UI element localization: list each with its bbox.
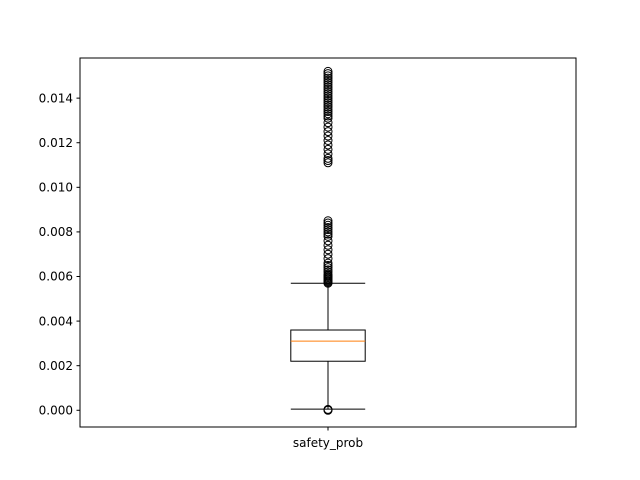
outlier-point — [323, 86, 333, 96]
outlier-point — [323, 229, 333, 239]
outlier-point — [323, 131, 333, 141]
outlier-point — [323, 69, 333, 79]
outlier-point — [323, 78, 333, 88]
outlier-point — [323, 263, 333, 273]
outlier-point — [323, 149, 333, 159]
outlier-point — [323, 73, 333, 83]
outlier-point — [323, 245, 333, 255]
axes-frame — [79, 57, 577, 428]
y-tick-label: 0.010 — [39, 181, 73, 195]
outlier-point — [323, 107, 333, 117]
outlier-point — [323, 109, 333, 119]
outlier-point — [323, 95, 333, 105]
outlier-point — [323, 260, 333, 270]
outlier-point — [323, 66, 333, 76]
outlier-point — [323, 113, 333, 123]
y-tick-label: 0.002 — [39, 359, 73, 373]
box-group — [290, 66, 366, 415]
outlier-point — [323, 102, 333, 112]
y-tick-label: 0.012 — [39, 136, 73, 150]
outlier-point — [323, 111, 333, 121]
outlier-point — [323, 225, 333, 235]
y-tick-label: 0.004 — [39, 314, 73, 328]
x-tick-label: safety_prob — [293, 436, 363, 450]
y-tick-label: 0.014 — [39, 91, 73, 105]
outlier-point — [323, 254, 333, 264]
outlier-point — [323, 80, 333, 90]
outlier-point — [323, 158, 333, 168]
plot-layer — [290, 66, 366, 415]
outlier-point — [323, 156, 333, 166]
outlier-point — [323, 236, 333, 246]
outlier-point — [323, 240, 333, 250]
outlier-point — [323, 75, 333, 85]
outlier-point — [323, 118, 333, 128]
outlier-point — [323, 231, 333, 241]
outlier-point — [323, 218, 333, 228]
outlier-point — [323, 258, 333, 268]
outlier-point — [323, 220, 333, 230]
outlier-point — [323, 404, 333, 414]
y-axis: 0.000 0.002 0.004 0.006 0.008 0.010 0.012 0.014 — [39, 91, 80, 417]
outlier-point — [323, 98, 333, 108]
outlier-point — [323, 89, 333, 99]
x-axis: safety_prob — [293, 427, 363, 450]
outlier-point — [323, 216, 333, 226]
outlier-point — [323, 144, 333, 154]
outlier-point — [323, 91, 333, 101]
outlier-point — [323, 84, 333, 94]
outlier-point — [323, 269, 333, 279]
y-tick-label: 0.000 — [39, 403, 73, 417]
outlier-point — [323, 71, 333, 81]
outlier-point — [323, 122, 333, 132]
outlier-point — [323, 249, 333, 259]
outlier-point — [323, 104, 333, 114]
outlier-point — [323, 127, 333, 137]
y-tick-label: 0.006 — [39, 270, 73, 284]
outlier-point — [323, 93, 333, 103]
outlier-point — [323, 135, 333, 145]
outlier-point — [323, 227, 333, 237]
outlier-point — [323, 267, 333, 277]
outlier-point — [323, 153, 333, 163]
outlier-point — [323, 82, 333, 92]
box-iqr — [290, 329, 366, 362]
outlier-point — [323, 222, 333, 232]
y-tick-label: 0.008 — [39, 225, 73, 239]
outlier-point — [323, 265, 333, 275]
outlier-point — [323, 100, 333, 110]
outlier-point — [323, 140, 333, 150]
